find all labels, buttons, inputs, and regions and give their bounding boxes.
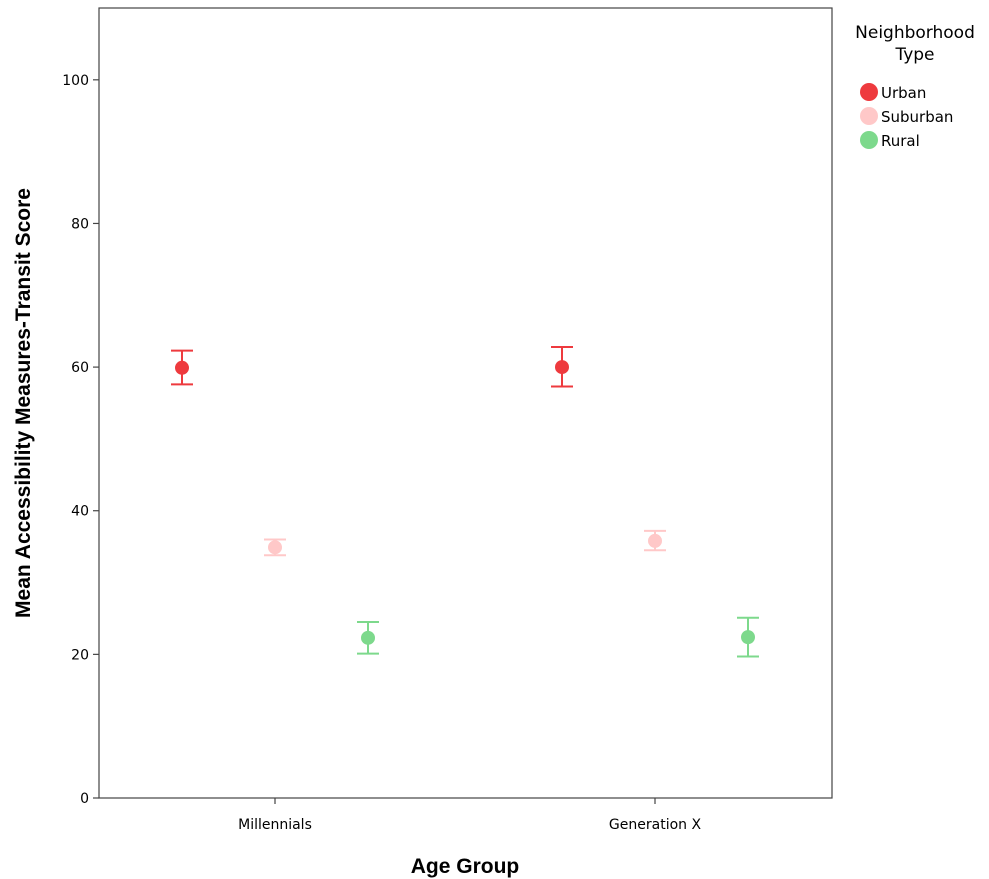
y-tick-label: 60 [71, 360, 89, 376]
data-marks [171, 345, 759, 658]
legend-marker [860, 83, 878, 101]
y-tick-label: 100 [62, 73, 89, 89]
y-axis: 0 20 40 60 80 100 [62, 73, 99, 807]
mean-point [741, 630, 755, 645]
series-suburban [264, 529, 666, 557]
x-tick-label: Generation X [609, 817, 702, 833]
mean-point [268, 540, 282, 555]
series-rural [357, 616, 759, 658]
y-axis-title: Mean Accessibility Measures-Transit Scor… [12, 188, 35, 618]
legend-label: Rural [881, 132, 920, 150]
legend-marker [860, 131, 878, 149]
y-tick-label: 40 [71, 504, 89, 520]
y-tick-label: 80 [71, 216, 89, 232]
plot-frame [98, 7, 833, 799]
y-tick-label: 20 [71, 647, 89, 663]
mean-point [361, 630, 375, 645]
series-urban [171, 345, 573, 388]
mean-point [648, 533, 662, 548]
y-tick-label: 0 [80, 791, 89, 807]
x-axis: Millennials Generation X [238, 798, 701, 833]
legend-label: Suburban [881, 108, 953, 126]
mean-point [555, 360, 569, 375]
x-axis-title: Age Group [411, 855, 520, 878]
legend-title: Neighborhood [855, 23, 975, 43]
legend-label: Urban [881, 84, 926, 102]
legend-marker [860, 107, 878, 125]
x-tick-label: Millennials [238, 817, 312, 833]
legend-title: Type [894, 45, 934, 65]
mean-point [175, 360, 189, 375]
